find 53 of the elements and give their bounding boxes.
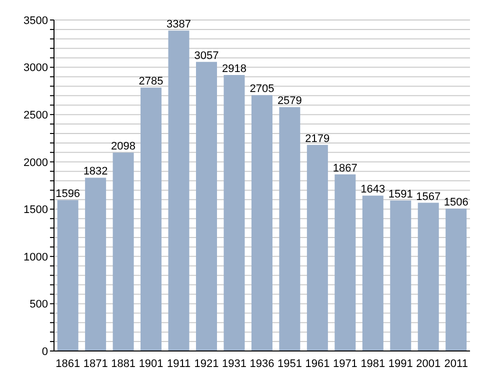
bar	[418, 202, 439, 351]
x-tick-label: 1881	[111, 358, 136, 370]
bar	[196, 62, 217, 351]
bar	[140, 88, 162, 351]
x-tick-label: 1981	[360, 358, 386, 370]
y-tick-label: 1500	[24, 204, 48, 216]
data-label: 2579	[277, 95, 302, 108]
bar	[334, 174, 356, 351]
x-tick-label: 2011	[444, 358, 468, 370]
y-tick-label: 3000	[24, 62, 48, 74]
data-label: 1506	[444, 196, 468, 209]
bar	[57, 200, 78, 351]
y-tick-label: 500	[30, 298, 48, 311]
bar	[251, 95, 272, 351]
data-label: 2785	[138, 76, 164, 88]
x-tick-label: 1871	[83, 358, 108, 370]
x-tick-label: 1971	[332, 358, 358, 370]
x-tick-label: 1951	[277, 358, 302, 370]
bar	[224, 75, 245, 351]
x-tick-label: 1931	[222, 358, 247, 370]
data-label: 3057	[194, 50, 219, 62]
x-tick-label: 1921	[194, 358, 219, 370]
bar	[85, 178, 106, 351]
data-label: 1867	[332, 162, 358, 174]
x-tick-label: 2001	[416, 358, 441, 370]
data-label: 1596	[56, 188, 80, 200]
bar	[112, 152, 134, 351]
bar	[362, 196, 384, 351]
bar	[446, 208, 467, 351]
y-tick-label: 3500	[24, 14, 48, 27]
data-label: 2705	[250, 83, 274, 96]
y-tick-label: 2500	[24, 109, 48, 122]
x-tick-label: 1961	[305, 358, 330, 370]
bar	[168, 30, 190, 351]
x-tick-label: 1901	[138, 358, 164, 370]
x-tick-label: 1861	[56, 358, 80, 370]
data-label: 3387	[166, 18, 192, 31]
data-label: 2918	[222, 63, 246, 76]
data-label: 1591	[388, 188, 413, 201]
data-label: 1567	[416, 190, 441, 203]
data-label: 2098	[111, 140, 136, 153]
data-label: 1832	[83, 166, 108, 178]
data-label: 2179	[305, 132, 330, 145]
x-tick-label: 1936	[250, 358, 274, 370]
bar	[306, 144, 328, 351]
y-tick-label: 2000	[24, 156, 48, 169]
data-label: 1643	[360, 184, 386, 196]
x-tick-label: 1911	[166, 358, 191, 370]
x-tick-label: 1991	[388, 358, 413, 370]
bar	[279, 107, 300, 351]
y-tick-label: 0	[42, 346, 48, 358]
bar	[390, 200, 412, 351]
y-tick-label: 1000	[24, 251, 48, 264]
